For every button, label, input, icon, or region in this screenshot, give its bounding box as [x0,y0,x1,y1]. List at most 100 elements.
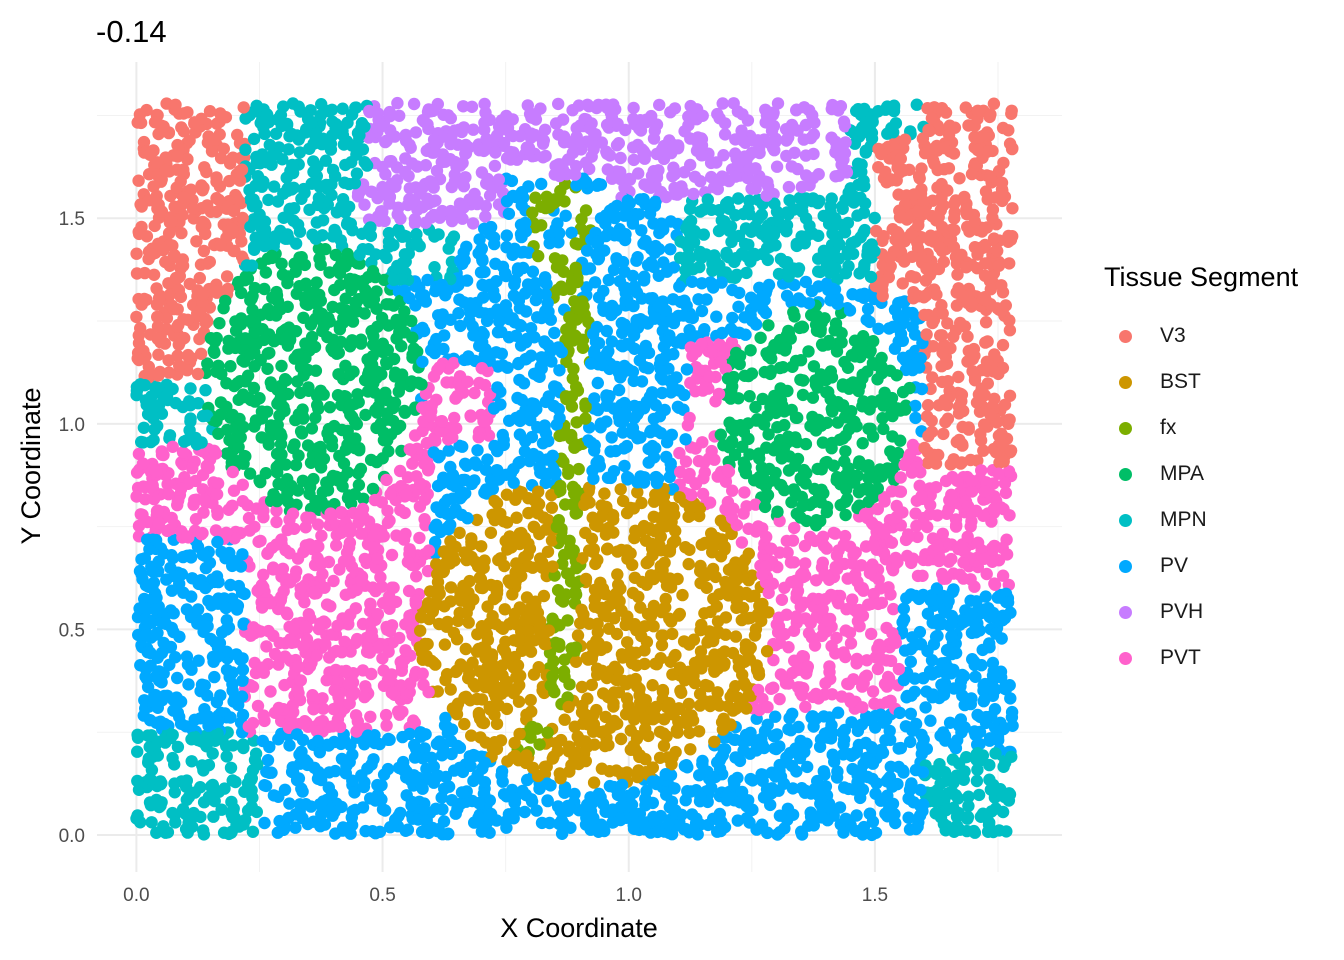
point-mpa [398,404,411,418]
point-pvt [242,511,256,525]
point-mpn [163,429,177,442]
point-pvt [689,477,703,491]
point-pvt [846,593,859,606]
point-pv [473,233,486,246]
point-pv [603,779,617,793]
point-mpa [231,377,244,390]
point-pvt [393,631,406,645]
point-pvt [354,527,368,540]
point-bst [595,762,609,775]
point-mpn [812,229,825,242]
point-pv [417,324,431,338]
point-bst [571,629,585,642]
point-pv [807,720,820,733]
point-pvh [782,180,796,194]
point-pv [726,311,739,325]
point-bst [546,560,559,573]
point-pvt [840,603,853,616]
point-mpn [244,220,257,233]
point-pv [527,447,540,461]
point-bst [484,526,498,539]
point-pv [729,733,742,746]
point-v3 [960,203,973,216]
point-pv [169,651,182,664]
point-pvh [668,102,682,115]
point-pv [924,714,937,727]
point-mpa [358,307,371,320]
point-bst [625,656,639,670]
point-mpa [743,390,756,403]
point-pv [261,754,275,767]
point-mpa [352,478,366,492]
point-v3 [977,444,990,457]
point-pv [897,673,911,687]
point-bst [587,776,601,789]
point-pv [496,260,510,273]
point-pvt [735,536,749,549]
point-bst [634,601,647,614]
point-mpa [799,437,813,451]
point-pvh [475,166,489,179]
point-mpa [232,275,245,289]
point-pvt [911,569,925,583]
point-mpa [247,381,261,395]
point-bst [632,764,645,777]
point-bst [714,514,728,527]
point-mpn [168,786,181,799]
point-mpn [854,231,867,244]
point-pvt [410,570,423,583]
point-bst [494,507,507,520]
point-mpa [762,319,775,332]
point-pv [843,304,857,317]
point-pvt [782,641,795,654]
point-bst [458,717,471,731]
point-pvt [906,438,920,452]
point-pvt [209,447,223,460]
point-bst [506,588,519,601]
point-v3 [979,336,992,349]
point-pv [296,785,309,798]
point-pvt [327,574,340,588]
point-v3 [999,299,1012,312]
point-v3 [932,262,946,276]
point-bst [735,613,748,627]
point-pv [903,792,916,806]
point-bst [694,565,707,578]
point-bst [669,524,682,538]
point-v3 [958,190,971,204]
point-mpn [249,747,263,760]
point-pv [678,294,691,307]
point-pvh [466,217,480,230]
point-pv [535,177,548,191]
point-pv [612,383,626,397]
point-mpa [826,405,839,418]
point-mpn [732,192,745,205]
point-v3 [925,425,939,439]
point-pv [425,344,438,357]
point-pvt [440,376,453,389]
point-pvh [716,97,729,110]
point-mpa [733,357,746,371]
point-pv [344,739,357,752]
point-pv [192,654,205,667]
point-pv [732,300,745,313]
point-bst [536,556,549,569]
point-pv [500,229,513,242]
point-mpa [266,291,279,304]
point-pvt [788,521,801,535]
point-pvt [856,680,869,693]
point-pvh [713,112,726,125]
point-pvh [408,213,422,226]
point-bst [459,690,473,703]
point-pvt [349,602,362,615]
point-v3 [147,180,160,193]
point-pvt [387,581,400,594]
point-fx [566,480,580,494]
point-pv [769,710,782,723]
point-pvt [202,461,215,475]
point-pv [526,265,540,278]
point-v3 [152,348,165,361]
point-v3 [996,338,1010,352]
point-pvh [483,189,497,202]
